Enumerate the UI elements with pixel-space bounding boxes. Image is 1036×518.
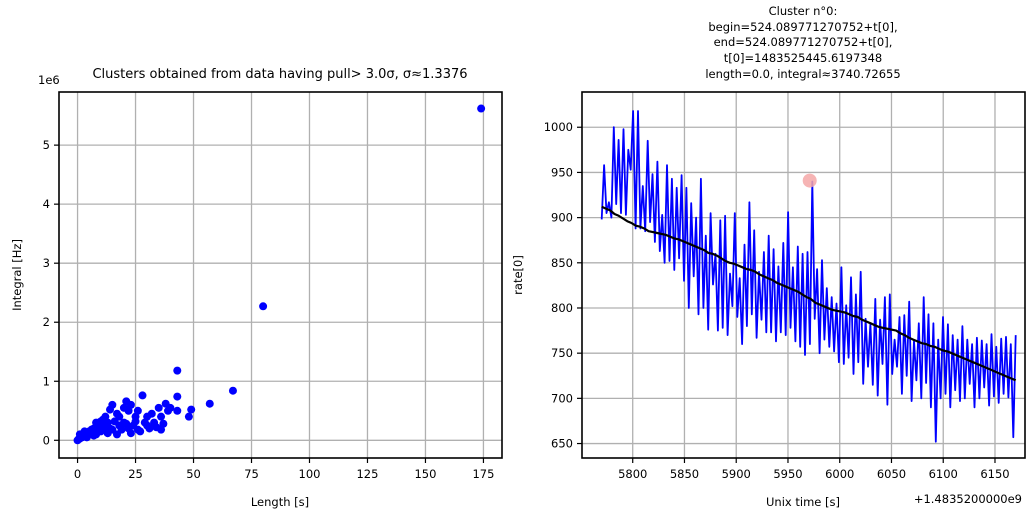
right-title-line-3: end=524.089771270752+t[0], [714,35,893,49]
right-x-tick-label: 6150 [980,467,1009,481]
scatter-point [119,403,128,412]
right-y-tick-label: 700 [551,391,573,405]
right-x-tick-label: 6100 [929,467,958,481]
scatter-point [122,397,131,406]
right-y-tick-label: 1000 [544,120,573,134]
left-chart-title: Clusters obtained from data having pull>… [92,67,467,82]
left-scatter-points [73,104,486,445]
left-x-tick-label: 175 [472,467,494,481]
scatter-point [106,424,115,433]
left-y-axis-label: Integral [Hz] [10,239,24,311]
scatter-point [110,417,119,426]
left-x-tick-label: 25 [128,467,143,481]
scatter-point [82,433,91,442]
right-plot-frame [581,91,1026,459]
right-y-tick-label: 800 [551,301,573,315]
right-title-line-1: Cluster n°0: [769,4,838,18]
right-x-tick-label: 5850 [670,467,699,481]
right-x-tick-label: 5950 [773,467,802,481]
left-x-tick-label: 50 [186,467,201,481]
left-x-tick-label: 100 [299,467,321,481]
right-y-axis-label: rate[0] [511,255,525,295]
scatter-point [154,403,163,412]
right-y-tick-label: 750 [551,346,573,360]
scatter-point [184,412,193,421]
rate-series-line [600,110,1017,443]
left-y-tick-label: 1 [43,374,50,388]
left-y-tick-label: 2 [43,315,50,329]
scatter-point [145,424,154,433]
right-offset-label: +1.4835200000e9 [914,492,1022,506]
right-chart: 5800 5850 5900 5950 6000 6050 6100 6150 650 700 7… [511,4,1026,509]
scatter-point [112,409,121,418]
scatter-point [259,302,268,311]
scatter-point [173,392,182,401]
scatter-point [89,431,98,440]
right-y-ticks: 650 700 750 800 850 900 950 1000 [544,120,582,451]
scatter-point [126,429,135,438]
right-chart-title: Cluster n°0: begin=524.089771270752+t[0]… [705,4,900,81]
right-series-lines [600,110,1017,443]
right-x-tick-label: 5800 [618,467,647,481]
right-title-line-2: begin=524.089771270752+t[0], [708,20,897,34]
scatter-point [477,104,486,113]
scatter-point [131,412,140,421]
right-y-tick-label: 950 [551,165,573,179]
scatter-point [99,423,108,432]
right-y-tick-label: 850 [551,256,573,270]
right-x-tick-label: 6000 [825,467,854,481]
left-y-tick-label: 3 [43,256,50,270]
scatter-point [157,425,166,434]
left-x-tick-label: 75 [244,467,259,481]
left-plot-frame [58,91,503,459]
scatter-point [166,403,175,412]
scatter-point [157,412,166,421]
left-offset-label: 1e6 [38,73,60,87]
left-grid [59,92,502,458]
scatter-point [140,418,149,427]
right-title-line-5: length=0.0, integral≈3740.72655 [705,67,900,81]
scatter-point [136,427,145,436]
left-chart: 0 25 50 75 100 125 150 175 0 1 2 3 4 5 1e6 Clusters … [10,67,503,509]
scatter-point [173,366,182,375]
left-x-tick-label: 0 [74,467,81,481]
left-x-ticks: 0 25 50 75 100 125 150 175 [74,458,494,481]
scatter-point [112,430,121,439]
right-y-tick-label: 900 [551,211,573,225]
right-x-ticks: 5800 5850 5900 5950 6000 6050 6100 6150 [618,458,1010,481]
right-y-tick-label: 650 [551,437,573,451]
right-x-axis-label: Unix time [s] [766,495,840,509]
right-x-tick-label: 5900 [722,467,751,481]
scatter-point [173,406,182,415]
right-x-tick-label: 6050 [877,467,906,481]
left-x-tick-label: 125 [356,467,378,481]
left-x-tick-label: 150 [414,467,436,481]
left-y-ticks: 0 1 2 3 4 5 [43,138,59,447]
left-y-tick-label: 4 [43,197,50,211]
smoothed-series-line [601,205,1017,382]
scatter-point [228,386,237,395]
scatter-point [106,405,115,414]
scatter-point [138,391,147,400]
scatter-point [205,399,214,408]
scatter-point [187,405,196,414]
left-y-tick-label: 5 [43,138,50,152]
left-y-tick-label: 0 [43,433,50,447]
cluster-marker [802,173,817,188]
scatter-point [122,419,131,428]
right-title-line-4: t[0]=1483525445.6197348 [724,51,882,65]
left-x-axis-label: Length [s] [251,495,309,509]
